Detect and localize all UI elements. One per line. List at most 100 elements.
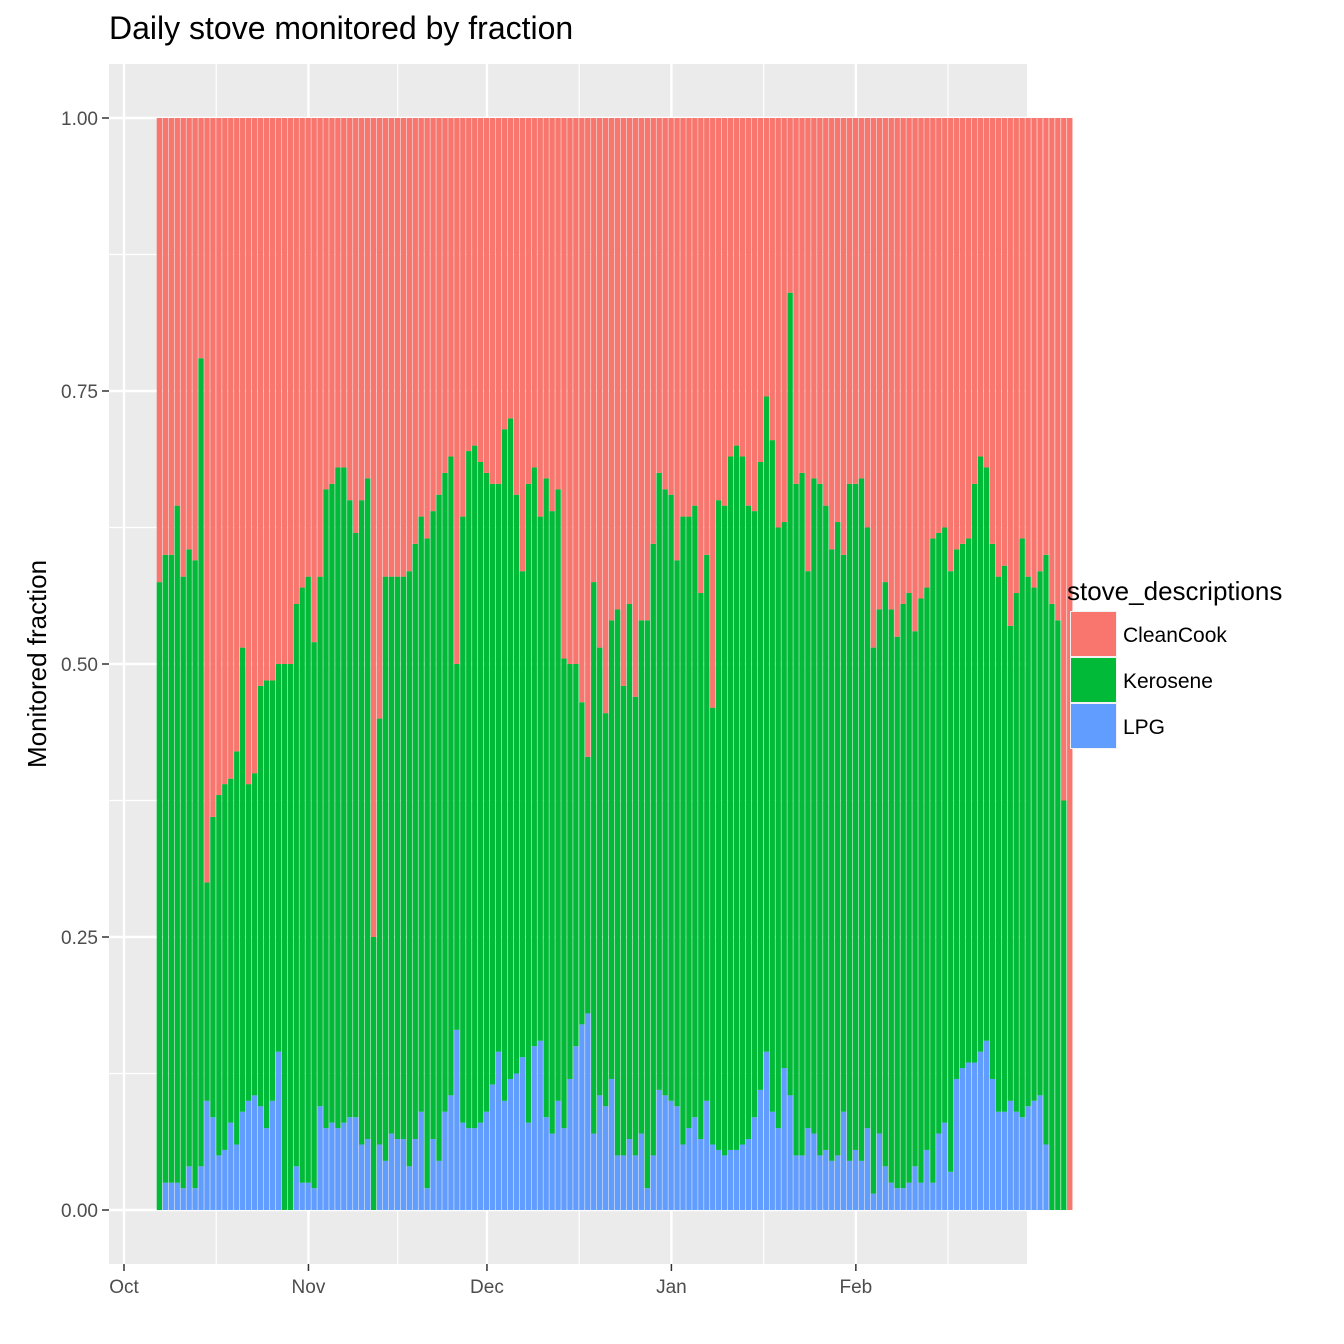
bar-cleancook [412, 118, 418, 544]
bar-kerosene [180, 576, 186, 1189]
legend: stove_descriptions CleanCook Kerosene LPG [1067, 576, 1282, 749]
bar-lpg [567, 1078, 573, 1210]
bar-lpg [644, 1188, 650, 1210]
bar-kerosene [876, 609, 883, 1134]
bar-lpg [674, 1106, 680, 1210]
bar-lpg [198, 1166, 204, 1210]
bar-cleancook [668, 118, 674, 495]
bar-lpg [424, 1188, 430, 1210]
bar-cleancook [394, 118, 401, 577]
bar-kerosene [519, 571, 526, 1058]
bar-cleancook [192, 118, 198, 561]
bar-lpg [805, 1128, 811, 1210]
bar-cleancook [323, 118, 329, 490]
legend-label-lpg: LPG [1123, 716, 1165, 739]
legend-key-cleancook [1071, 612, 1116, 656]
y-tick-label: 0.75 [61, 382, 98, 403]
bar-lpg [983, 1040, 990, 1210]
bar-lpg [323, 1128, 329, 1210]
bar-cleancook [811, 118, 817, 479]
bar-cleancook [829, 118, 835, 550]
bar-kerosene [614, 609, 621, 1156]
bar-cleancook [251, 118, 258, 774]
bar-kerosene [162, 554, 169, 1183]
bar-cleancook [454, 118, 460, 664]
bar-kerosene [882, 582, 888, 1167]
bar-lpg [335, 1128, 341, 1210]
bar-cleancook [942, 118, 948, 528]
bar-lpg [180, 1188, 186, 1210]
bar-lpg [376, 1144, 383, 1210]
bar-lpg [489, 1084, 496, 1210]
bar-kerosene [638, 620, 645, 1134]
legend-label-kerosene: Kerosene [1123, 670, 1213, 693]
bar-lpg [162, 1182, 169, 1210]
bar-lpg [519, 1057, 526, 1210]
bar-kerosene [454, 664, 460, 1030]
bar-lpg [823, 1149, 829, 1210]
bar-lpg [936, 1133, 942, 1210]
bar-lpg [466, 1128, 472, 1210]
bar-lpg [400, 1139, 407, 1210]
bar-kerosene [757, 461, 764, 1090]
bar-kerosene [632, 696, 639, 1156]
bar-cleancook [721, 118, 728, 506]
bar-kerosene [495, 483, 502, 1052]
bar-lpg [698, 1139, 704, 1210]
bar-lpg [1013, 1111, 1019, 1210]
bar-kerosene [507, 418, 514, 1079]
bar-cleancook [1001, 118, 1007, 566]
bar-kerosene [436, 494, 442, 1161]
bar-cleancook [936, 118, 942, 533]
bar-kerosene [460, 516, 466, 1123]
bar-kerosene [305, 576, 311, 1183]
bar-cleancook [870, 118, 877, 648]
bar-cleancook [769, 118, 775, 441]
bar-lpg [483, 1111, 490, 1210]
bar-kerosene [781, 522, 787, 1069]
bar-cleancook [245, 118, 252, 785]
bar-cleancook [739, 118, 746, 457]
bar-lpg [721, 1155, 728, 1210]
bar-kerosene [412, 543, 418, 1140]
bar-cleancook [698, 118, 704, 594]
bar-kerosene [234, 751, 240, 1145]
bar-lpg [501, 1100, 508, 1210]
bar-kerosene [745, 505, 752, 1140]
bar-kerosene [900, 603, 906, 1189]
bar-cleancook [489, 118, 496, 484]
bar-lpg [876, 1133, 883, 1210]
bar-cleancook [852, 118, 859, 484]
bar-cleancook [210, 118, 216, 817]
bar-cleancook [1007, 118, 1013, 626]
y-tick-label: 1.00 [61, 109, 98, 130]
bar-kerosene [989, 543, 996, 1079]
bar-lpg [906, 1182, 912, 1210]
bar-kerosene [811, 478, 817, 1134]
bar-lpg [924, 1149, 930, 1210]
bar-cleancook [370, 118, 377, 937]
bar-kerosene [430, 511, 436, 1140]
bar-kerosene [948, 571, 954, 1172]
bar-kerosene [353, 532, 359, 1118]
bar-kerosene [858, 478, 865, 1161]
bar-lpg [168, 1182, 174, 1210]
bar-cleancook [888, 118, 894, 610]
bar-kerosene [323, 489, 329, 1129]
bar-lpg [704, 1100, 710, 1210]
bar-cleancook [1025, 118, 1031, 577]
bar-cleancook [656, 118, 662, 473]
bar-cleancook [716, 118, 722, 501]
bar-lpg [245, 1100, 252, 1210]
bar-kerosene [704, 554, 710, 1101]
bar-lpg [388, 1133, 395, 1210]
bar-lpg [472, 1128, 478, 1210]
bar-cleancook [900, 118, 906, 604]
bar-kerosene [983, 467, 990, 1041]
bar-cleancook [436, 118, 442, 495]
bar-cleancook [448, 118, 454, 457]
bar-kerosene [210, 816, 216, 1118]
bar-kerosene [341, 467, 347, 1123]
bar-lpg [757, 1089, 764, 1210]
bar-lpg [299, 1182, 305, 1210]
